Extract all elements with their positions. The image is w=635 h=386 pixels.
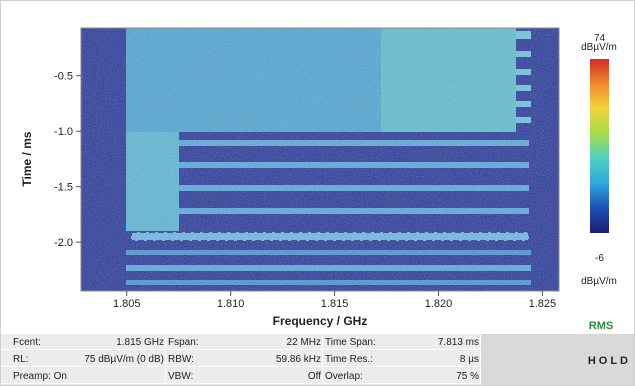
status-label: RBW: [168, 354, 194, 365]
x-tick-label: 1.815 [321, 298, 349, 310]
colorbar-unit: dBµV/m [581, 42, 617, 53]
y-tick-label: -1.0 [54, 126, 73, 138]
y-tick-label: -0.5 [54, 71, 73, 83]
status-value: 7.813 ms [437, 337, 479, 348]
cell [166, 368, 323, 384]
noise-texture [81, 28, 559, 291]
cell [166, 351, 323, 367]
cell [323, 334, 481, 350]
cell [1, 368, 166, 384]
x-tick-label: 1.820 [425, 298, 453, 310]
x-tick-label: 1.825 [529, 298, 557, 310]
status-value: Off [307, 371, 321, 382]
plot-frame [80, 27, 560, 292]
mode-label: HOLD [587, 355, 631, 367]
status-value: 22 MHz [286, 337, 321, 348]
status-value: 75 % [456, 371, 479, 382]
y-tick-label: -2.0 [54, 237, 73, 249]
spectrogram-image [80, 27, 560, 292]
status-value: 75 dBµV/m (0 dB) [84, 354, 164, 365]
colorbar [590, 59, 609, 233]
y-tick-label: -1.5 [54, 182, 73, 194]
status-value: 1.815 GHz [116, 337, 164, 348]
status-label: VBW: [168, 371, 194, 382]
cell [166, 334, 323, 350]
status-value: 59.86 kHz [275, 354, 321, 365]
status-label: Overlap: [325, 371, 363, 382]
status-label: Time Res.: [325, 354, 373, 365]
x-tick-label: 1.810 [217, 298, 245, 310]
mode-box [481, 334, 634, 385]
status-label: Time Span: [325, 337, 376, 348]
status-label: Fcent: [13, 337, 41, 348]
cell [1, 334, 166, 350]
status-label: RL: [13, 354, 29, 365]
status-value: 8 µs [459, 354, 479, 365]
status-bar: Fcent: 1.815 GHz RL: 75 dBµV/m (0 dB) Pr… [1, 334, 634, 385]
x-axis-label: Frequency / GHz [273, 314, 368, 328]
y-axis-label: Time / ms [20, 131, 34, 186]
cell [323, 351, 481, 367]
cell [323, 368, 481, 384]
detector-label: RMS [589, 320, 613, 332]
status-label: Fspan: [168, 337, 199, 348]
colorbar-tick-label: 74 [594, 33, 606, 44]
colorbar-unit: dBµV/m [581, 276, 617, 287]
status-value: Preamp: On [13, 371, 67, 382]
x-tick-label: 1.805 [113, 298, 141, 310]
colorbar-tick-label: -6 [595, 253, 604, 264]
chart: Frequency / GHz Time / ms RMS dBµV/m dBµ… [20, 27, 617, 332]
cell [1, 351, 166, 367]
